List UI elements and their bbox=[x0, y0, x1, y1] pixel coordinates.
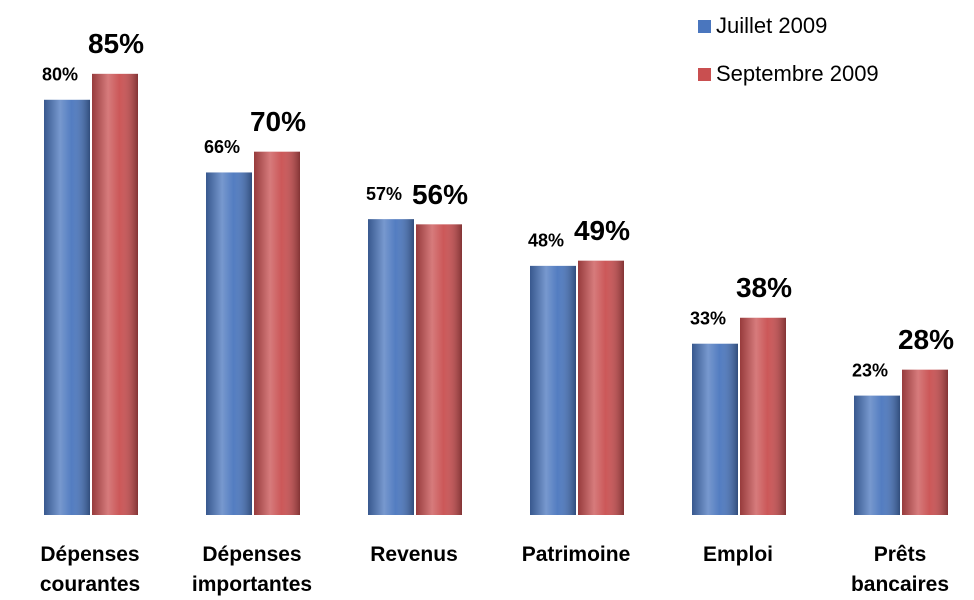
legend-swatch bbox=[698, 20, 711, 33]
bar-shade bbox=[530, 265, 576, 515]
x-tick-label: Dépenses importantes bbox=[191, 543, 313, 596]
value-label: 48% bbox=[528, 231, 564, 251]
x-tick-label: Prêts bancaires bbox=[850, 543, 950, 596]
value-label: 80% bbox=[42, 65, 78, 85]
bar-shade bbox=[44, 99, 90, 516]
x-tick-label: Patrimoine bbox=[521, 543, 631, 566]
bar-shade bbox=[902, 369, 948, 515]
legend-label: Septembre 2009 bbox=[716, 61, 879, 86]
value-label: 28% bbox=[898, 324, 954, 355]
bar-shade bbox=[740, 317, 786, 515]
value-label: 66% bbox=[204, 137, 240, 157]
x-tick-label: Revenus bbox=[370, 543, 458, 566]
x-tick-label: Emploi bbox=[702, 543, 773, 566]
value-label: 38% bbox=[736, 272, 792, 303]
value-label: 57% bbox=[366, 184, 402, 204]
legend-swatch bbox=[698, 68, 711, 81]
bar-shade bbox=[92, 73, 138, 515]
value-label: 70% bbox=[250, 106, 306, 137]
bar-shade bbox=[254, 151, 300, 515]
bar-shade bbox=[692, 343, 738, 515]
value-label: 49% bbox=[574, 215, 630, 246]
legend-label: Juillet 2009 bbox=[716, 13, 827, 38]
bar-shade bbox=[416, 224, 462, 516]
value-label: 23% bbox=[852, 360, 888, 380]
value-label: 33% bbox=[690, 308, 726, 328]
bar-shade bbox=[578, 260, 624, 515]
bar-shade bbox=[368, 219, 414, 516]
value-label: 85% bbox=[88, 28, 144, 59]
x-tick-label: Dépenses courantes bbox=[39, 543, 141, 596]
bar-shade bbox=[854, 395, 900, 515]
bar-shade bbox=[206, 172, 252, 515]
value-label: 56% bbox=[412, 179, 468, 210]
